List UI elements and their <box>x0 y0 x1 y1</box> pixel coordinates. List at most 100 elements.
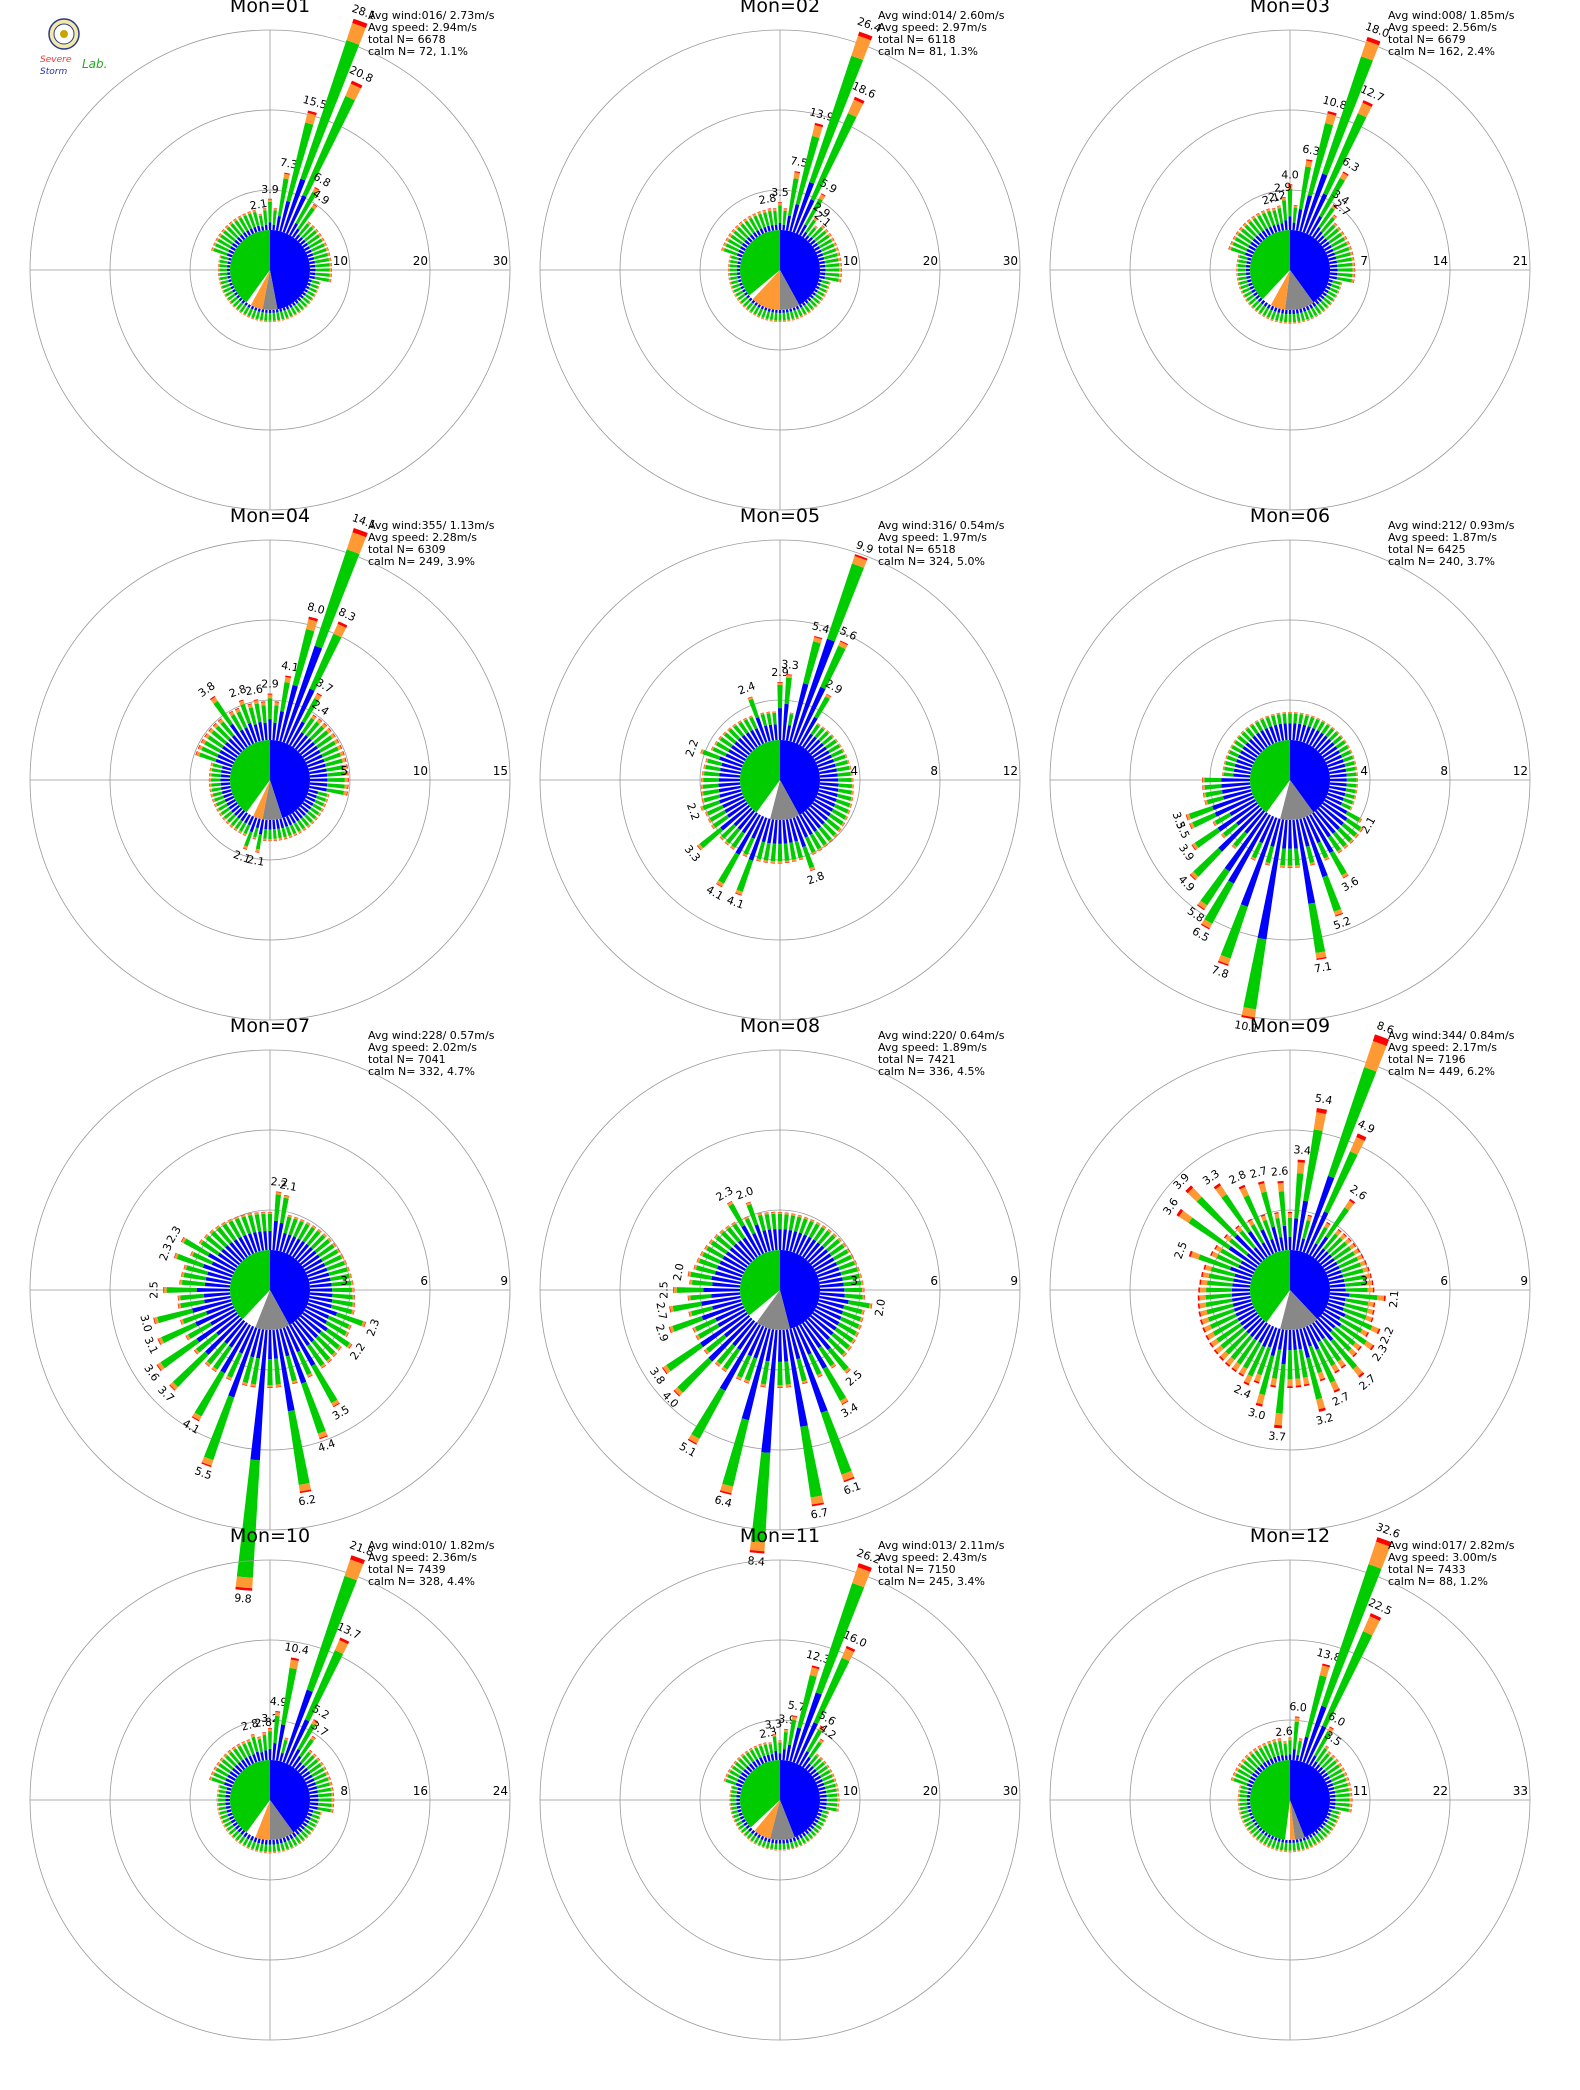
bar-190-green <box>255 833 262 850</box>
bar-165-orange <box>282 1849 286 1852</box>
bar-300-blue <box>1240 1260 1256 1271</box>
bar-160-blue <box>792 1837 797 1842</box>
bar-30-red <box>1322 720 1326 723</box>
bar-85-red <box>1357 772 1358 776</box>
bar-115-blue <box>305 1305 330 1319</box>
bar-135-red <box>843 1353 848 1358</box>
bar-135-orange <box>1348 838 1354 844</box>
bar-340-orange <box>246 1739 251 1743</box>
bar-170-orange <box>1302 1376 1310 1385</box>
bar-235-red <box>1246 1828 1249 1832</box>
bar-245-orange <box>732 290 735 294</box>
bar-250-orange <box>1239 286 1242 290</box>
bar-100-orange <box>330 1809 334 1813</box>
bar-70-red <box>845 753 848 758</box>
bar-305-blue <box>1251 1772 1258 1778</box>
bar-265-green <box>1204 784 1222 790</box>
bar-125-green <box>1325 294 1334 302</box>
bar-325-green <box>745 1752 755 1763</box>
bar-60-blue <box>1324 1776 1331 1781</box>
bar-305-blue <box>740 1772 748 1778</box>
bar-245-orange <box>1203 1324 1213 1333</box>
bar-185-red <box>1283 323 1287 324</box>
bar-305-blue <box>725 1251 748 1268</box>
bar-15-green <box>794 1216 802 1232</box>
bar-5-blue <box>272 224 276 231</box>
bar-55-green <box>316 735 333 749</box>
bar-150-blue <box>289 304 293 308</box>
bar-210-green <box>239 822 247 832</box>
bar-230-orange <box>1249 1831 1253 1835</box>
bar-260-blue <box>701 1295 741 1307</box>
bar-180-green <box>268 1844 272 1852</box>
bar-215-red <box>1258 1841 1262 1844</box>
bar-130-green <box>1341 822 1358 837</box>
bar-245-red <box>213 804 216 808</box>
bar-220-red <box>1231 845 1236 849</box>
bar-150-red <box>1315 315 1319 318</box>
bar-305-green <box>1237 232 1252 244</box>
bar-label-190: 2.1 <box>246 853 265 869</box>
bar-285-orange <box>219 255 222 259</box>
bar-115-red <box>316 290 318 294</box>
bar-200-green <box>1271 1840 1277 1849</box>
pie-slice-3 <box>242 1290 270 1328</box>
bar-55-red <box>827 1764 830 1768</box>
bar-355-red <box>260 1211 266 1213</box>
bar-30-blue <box>1309 1755 1317 1766</box>
bar-290-red <box>1228 246 1230 250</box>
bar-70-red <box>1350 246 1352 250</box>
ring-label-3: 15 <box>493 764 508 778</box>
bar-200-green <box>744 1357 758 1381</box>
bar-85-green <box>826 1793 838 1798</box>
bar-195-orange <box>720 1483 734 1494</box>
bar-290-orange <box>174 1252 179 1259</box>
bar-235-green <box>666 1342 704 1372</box>
bar-325-red <box>1213 1183 1221 1190</box>
bar-175-green <box>1292 313 1297 323</box>
bar-105-orange <box>1338 1811 1341 1815</box>
panel-title: Mon=06 <box>1250 505 1330 527</box>
bar-315-red <box>209 1229 213 1233</box>
bar-140-green <box>297 1833 305 1841</box>
bar-45-red <box>833 1233 837 1237</box>
bar-195-green <box>765 1841 770 1849</box>
bar-15-green <box>283 1216 292 1234</box>
bar-20-orange <box>1368 1541 1391 1569</box>
bar-100-orange <box>1367 1301 1374 1308</box>
bar-315-orange <box>209 1229 215 1235</box>
bar-175-blue <box>1292 1839 1295 1843</box>
bar-120-red <box>856 1332 860 1338</box>
bar-60-blue <box>814 750 830 761</box>
bar-335-orange <box>242 213 247 217</box>
bar-60-red <box>847 1248 851 1253</box>
bar-label-165: 3.2 <box>1315 1411 1335 1428</box>
bar-5-orange <box>784 1212 789 1215</box>
bar-305-red <box>1176 1208 1184 1217</box>
pie-slice-1 <box>270 230 311 310</box>
bar-230-red <box>229 302 232 305</box>
bar-120-green <box>308 1821 316 1828</box>
bar-20-orange <box>803 1216 809 1220</box>
bar-245-blue <box>740 285 745 290</box>
bar-225-red <box>1219 1355 1225 1361</box>
bar-155-red <box>307 1374 313 1378</box>
bar-195-blue <box>1270 818 1281 847</box>
bar-195-green <box>722 1418 749 1487</box>
bar-5-red <box>786 674 793 676</box>
bar-35-green <box>1318 207 1335 229</box>
bar-315-orange <box>213 723 219 729</box>
bar-50-blue <box>1319 1769 1326 1776</box>
bar-325-blue <box>1256 732 1268 748</box>
bar-335-green <box>236 711 248 729</box>
bar-130-orange <box>308 1832 312 1836</box>
bar-115-red <box>825 1819 827 1823</box>
bar-50-red <box>1348 1237 1352 1242</box>
bar-290-orange <box>1231 1777 1235 1782</box>
bar-340-green <box>758 213 766 228</box>
bar-230-blue <box>1242 1314 1261 1330</box>
bar-60-red <box>324 1766 327 1770</box>
bar-270-green <box>218 1798 226 1802</box>
bar-325-green <box>213 700 233 726</box>
bar-75-green <box>1344 760 1355 767</box>
